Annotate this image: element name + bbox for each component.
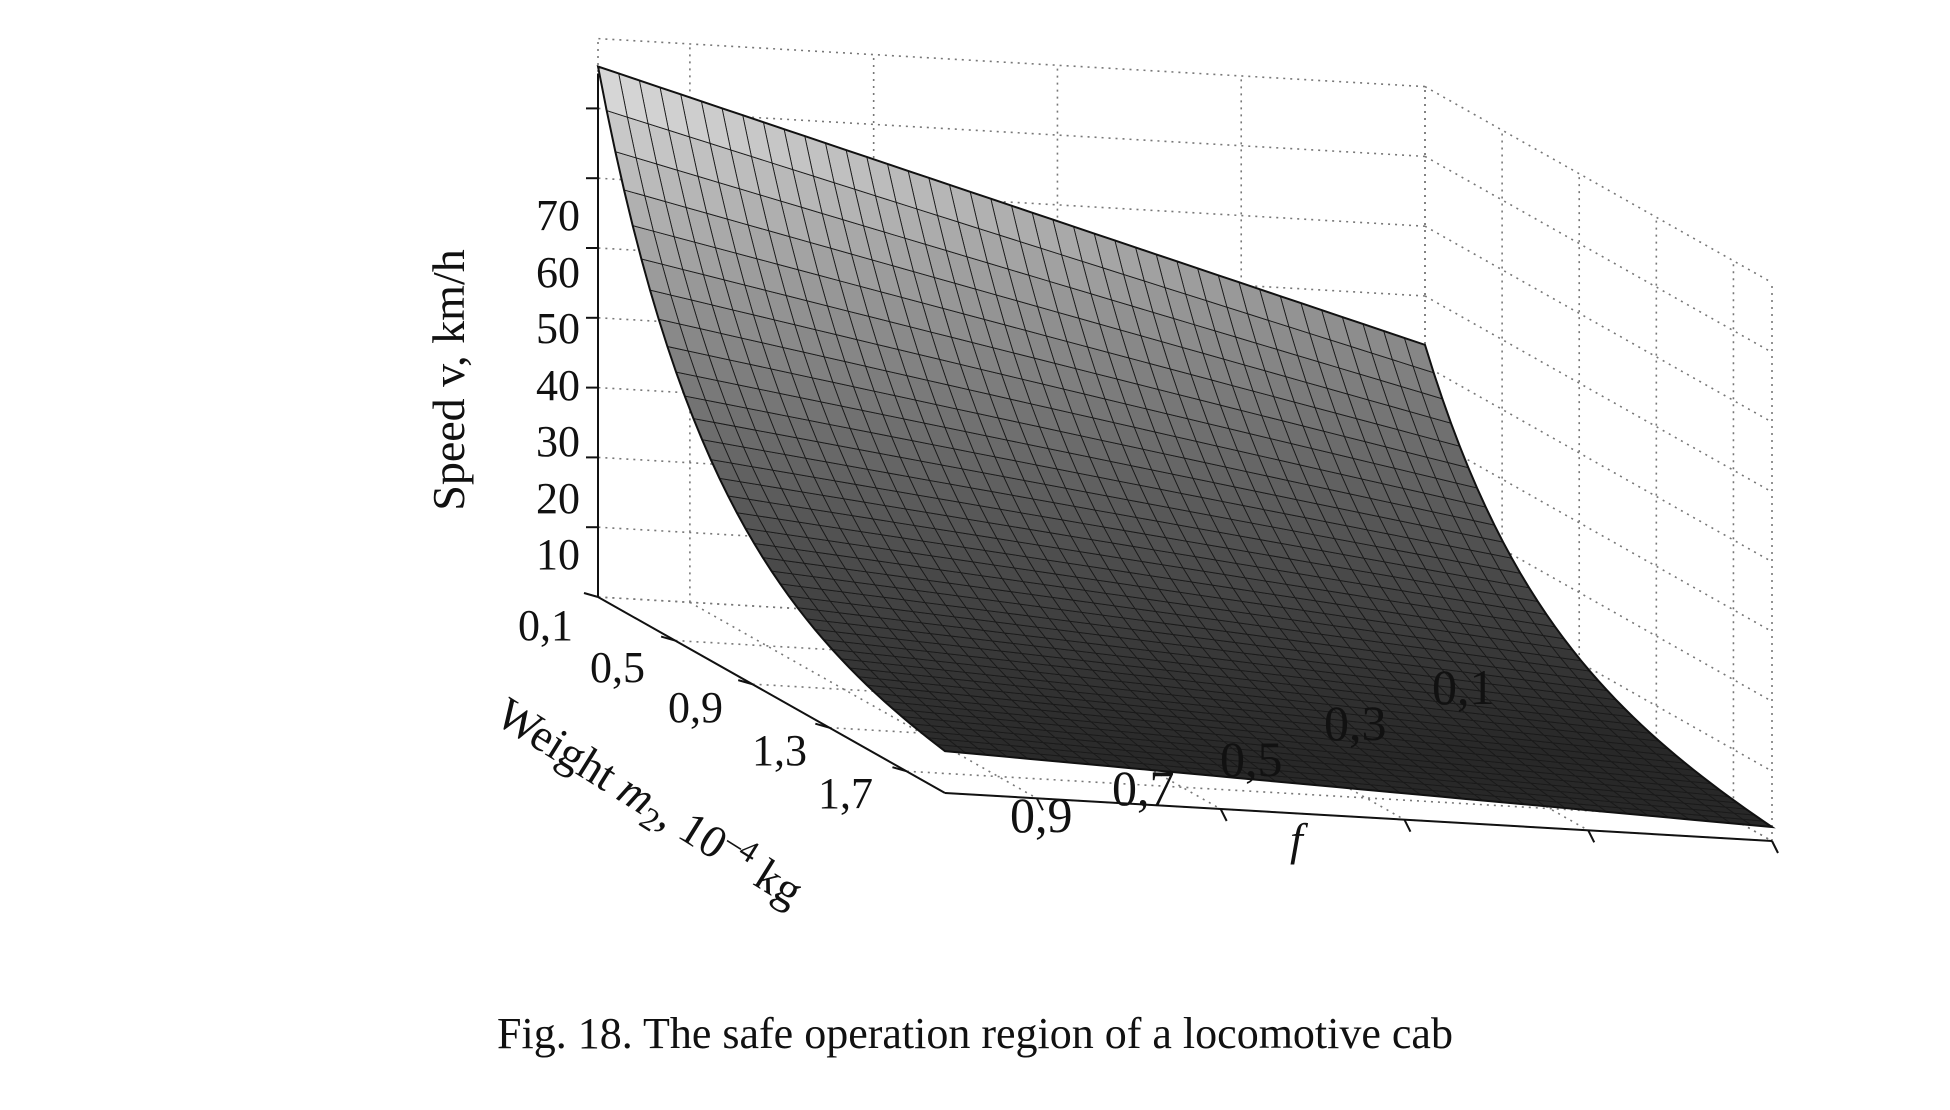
x-tick bbox=[892, 766, 907, 773]
y-tick-label: 0,3 bbox=[1324, 695, 1387, 751]
figure-caption: Fig. 18. The safe operation region of a … bbox=[497, 1009, 1453, 1058]
grid-line bbox=[1424, 85, 1773, 284]
y-tick-label: 0,7 bbox=[1112, 760, 1175, 816]
x-tick-labels: 0,1 0,5 0,9 1,3 1,7 bbox=[518, 601, 873, 818]
y-tick bbox=[1587, 829, 1596, 843]
axes bbox=[583, 73, 1779, 854]
surface-plot bbox=[596, 65, 1776, 829]
grid-line bbox=[597, 107, 1426, 158]
z-tick-label: 60 bbox=[536, 248, 580, 297]
z-tick-label: 30 bbox=[536, 417, 580, 466]
grid-line bbox=[1424, 225, 1773, 423]
grid-line bbox=[1424, 155, 1773, 354]
z-tick-label: 50 bbox=[536, 304, 580, 353]
y-tick bbox=[1219, 808, 1228, 822]
grid-line bbox=[1424, 295, 1773, 493]
z-tick-label: 70 bbox=[536, 191, 580, 240]
x-tick-label: 1,3 bbox=[752, 726, 807, 775]
y-tick bbox=[1403, 819, 1412, 833]
z-tick-label: 10 bbox=[536, 530, 580, 579]
x-tick bbox=[583, 592, 599, 598]
z-tick-labels: 70 60 50 40 30 20 10 bbox=[536, 191, 580, 579]
y-tick-label: 0,1 bbox=[1432, 659, 1495, 715]
x-axis-title: Weight m2, 10–4 kg bbox=[484, 684, 814, 923]
x-tick bbox=[737, 679, 753, 686]
x-tick bbox=[815, 722, 830, 729]
grid-line bbox=[597, 37, 1426, 88]
y-tick bbox=[1035, 797, 1044, 811]
y-tick-label: 0,5 bbox=[1220, 731, 1283, 787]
z-tick-label: 40 bbox=[536, 361, 580, 410]
y-tick-labels: 0,1 0,3 0,5 0,7 0,9 bbox=[1010, 659, 1495, 843]
grid-line bbox=[906, 770, 1734, 821]
axis-line bbox=[944, 792, 1773, 842]
x-tick-label: 0,1 bbox=[518, 601, 573, 650]
x-tick-label: 1,7 bbox=[818, 769, 873, 818]
y-axis-title: f bbox=[1290, 814, 1309, 865]
z-tick-label: 20 bbox=[536, 474, 580, 523]
x-tick-label: 0,9 bbox=[668, 683, 723, 732]
grid-line bbox=[597, 177, 1426, 227]
y-tick bbox=[1771, 840, 1779, 854]
z-axis-title: Speed v, km/h bbox=[423, 249, 474, 511]
axis-line bbox=[597, 596, 946, 794]
surface-outline bbox=[596, 65, 1776, 829]
y-tick-label: 0,9 bbox=[1010, 787, 1073, 843]
x-tick-label: 0,5 bbox=[590, 643, 645, 692]
x-tick bbox=[660, 635, 676, 642]
